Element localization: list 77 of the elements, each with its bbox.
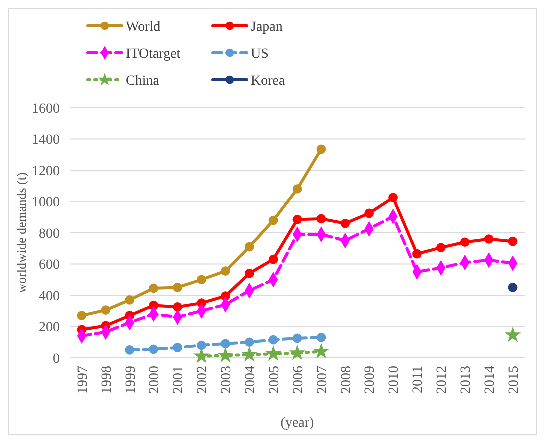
point bbox=[316, 214, 326, 224]
legend-label: Korea bbox=[251, 74, 286, 89]
point bbox=[268, 216, 278, 226]
x-tick-label: 2001 bbox=[172, 366, 187, 394]
x-tick-label: 2006 bbox=[291, 366, 306, 394]
point bbox=[506, 328, 520, 342]
x-tick-label: 2010 bbox=[387, 366, 402, 394]
point bbox=[218, 348, 233, 362]
point bbox=[388, 193, 398, 203]
point bbox=[436, 243, 446, 253]
point bbox=[77, 311, 87, 320]
point bbox=[149, 344, 158, 354]
point bbox=[197, 340, 206, 350]
point bbox=[508, 236, 518, 246]
y-tick-label: 600 bbox=[39, 258, 60, 274]
point bbox=[173, 302, 182, 312]
point bbox=[316, 144, 326, 154]
point bbox=[266, 346, 281, 360]
point bbox=[460, 238, 470, 248]
point bbox=[412, 249, 422, 259]
point bbox=[484, 234, 494, 244]
x-tick-label: 1997 bbox=[76, 366, 91, 394]
y-tick-label: 200 bbox=[39, 320, 60, 336]
legend-label: World bbox=[126, 20, 161, 35]
point bbox=[268, 335, 278, 345]
y-axis-title: worldwide demands (t) bbox=[14, 172, 29, 294]
legend-label: Japan bbox=[251, 20, 283, 35]
y-tick-label: 1400 bbox=[32, 133, 60, 148]
x-tick-label: 2007 bbox=[315, 366, 330, 394]
point bbox=[244, 242, 254, 252]
x-tick-label: 2003 bbox=[220, 366, 235, 394]
y-tick-label: 1600 bbox=[32, 102, 60, 117]
y-tick-label: 400 bbox=[39, 289, 60, 304]
point bbox=[292, 334, 302, 344]
point bbox=[292, 215, 302, 224]
y-tick-label: 1000 bbox=[32, 196, 60, 211]
point bbox=[292, 184, 302, 194]
y-tick-label: 1200 bbox=[32, 164, 60, 180]
point bbox=[125, 296, 135, 305]
point bbox=[194, 348, 209, 363]
point bbox=[508, 283, 518, 292]
x-tick-label: 1998 bbox=[100, 366, 115, 394]
x-tick-label: 2011 bbox=[411, 366, 426, 394]
y-tick-label: 800 bbox=[39, 226, 60, 242]
point bbox=[340, 218, 350, 228]
x-tick-label: 2002 bbox=[196, 366, 211, 394]
point bbox=[173, 343, 182, 353]
point bbox=[244, 268, 254, 278]
point bbox=[101, 306, 111, 316]
x-tick-label: 2008 bbox=[339, 366, 354, 394]
point bbox=[197, 275, 206, 285]
x-tick-label: 2012 bbox=[435, 366, 450, 394]
point bbox=[149, 284, 158, 294]
point bbox=[242, 347, 257, 362]
x-tick-label: 2004 bbox=[244, 366, 259, 394]
legend-label: US bbox=[251, 47, 269, 62]
x-tick-label: 2013 bbox=[459, 366, 474, 394]
point bbox=[364, 208, 374, 218]
x-tick-label: 2009 bbox=[363, 366, 378, 394]
point bbox=[173, 283, 182, 292]
point bbox=[268, 254, 278, 264]
y-tick-label: 0 bbox=[53, 352, 60, 367]
legend-label: ITOtarget bbox=[126, 47, 181, 62]
point bbox=[244, 338, 254, 348]
x-tick-label: 2015 bbox=[506, 366, 522, 394]
x-tick-label: 2000 bbox=[148, 366, 163, 394]
point bbox=[314, 344, 329, 358]
point bbox=[316, 333, 326, 342]
x-tick-label: 2005 bbox=[267, 366, 282, 394]
x-axis-title: (year) bbox=[280, 416, 315, 431]
point bbox=[125, 346, 135, 355]
x-tick-label: 2014 bbox=[482, 366, 498, 394]
x-tick-label: 1999 bbox=[124, 366, 139, 394]
point bbox=[220, 339, 230, 349]
point bbox=[220, 266, 230, 276]
point bbox=[290, 346, 305, 360]
legend-label: China bbox=[126, 74, 160, 89]
